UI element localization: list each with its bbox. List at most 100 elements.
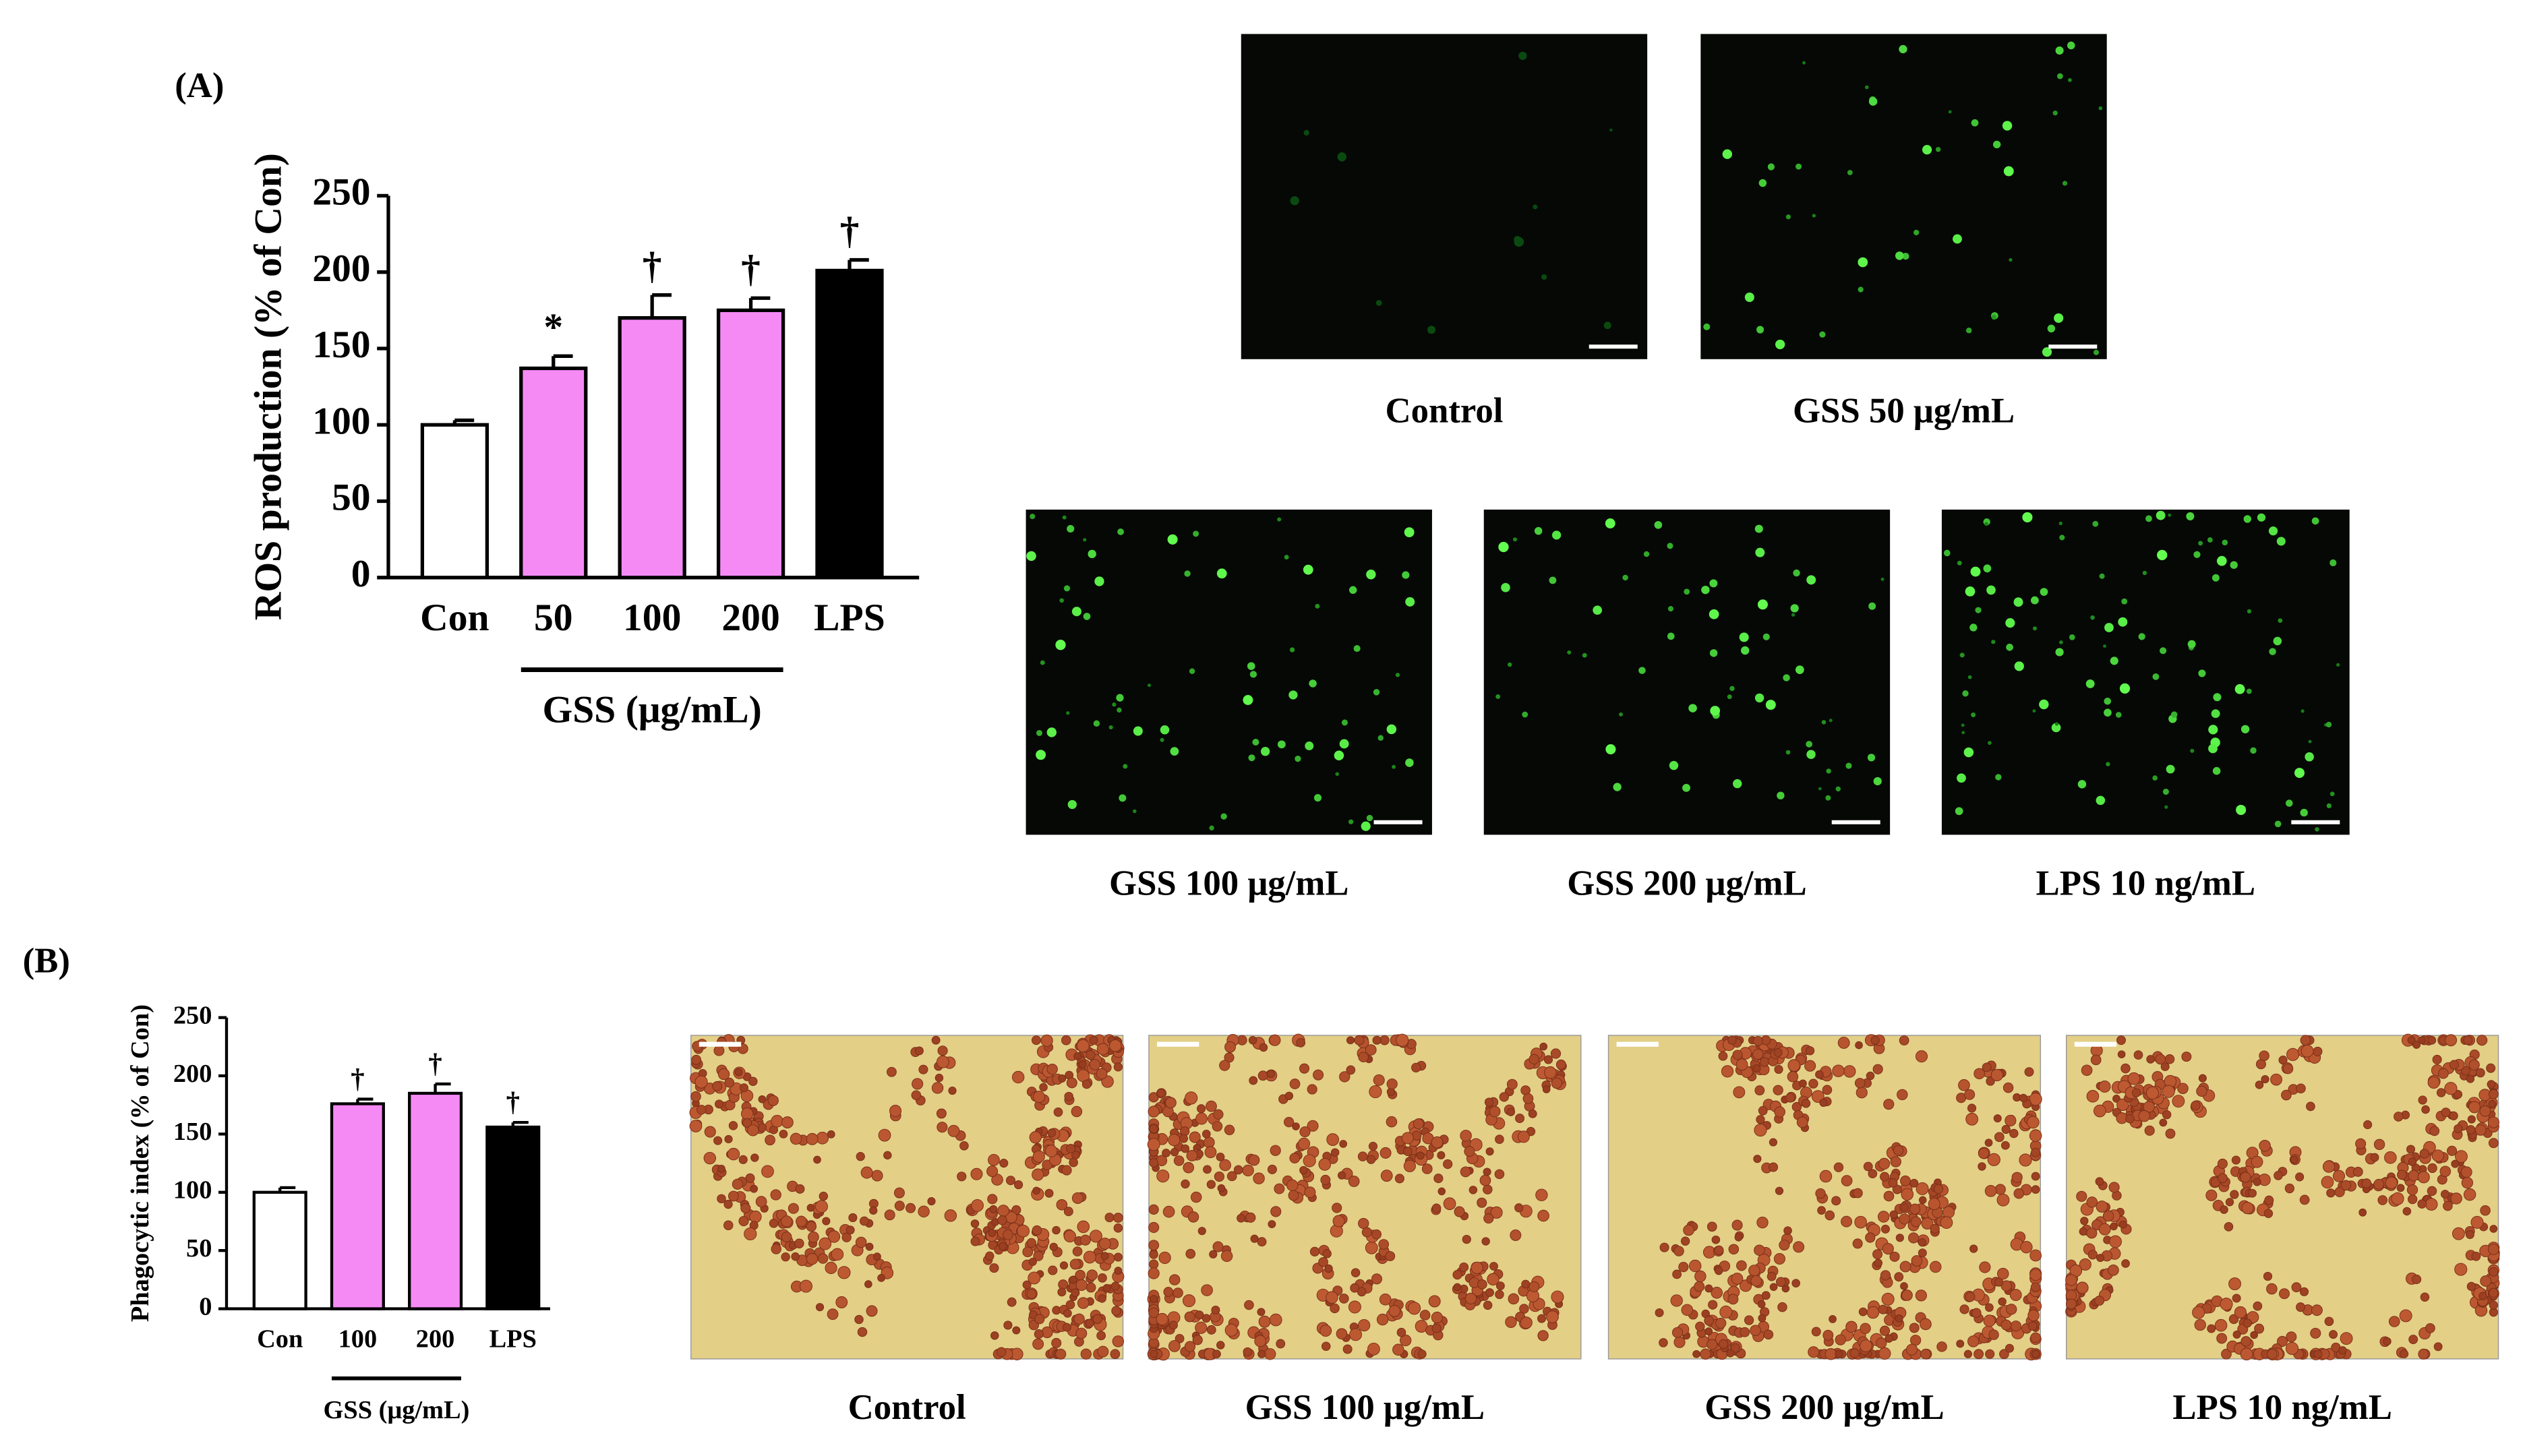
cell bbox=[1162, 1149, 1170, 1157]
cell bbox=[2246, 688, 2252, 694]
cell bbox=[819, 1191, 829, 1201]
cell bbox=[1916, 1050, 1928, 1063]
cell bbox=[2096, 795, 2106, 806]
cell bbox=[1767, 163, 1775, 171]
cell bbox=[2085, 679, 2095, 688]
cell bbox=[1791, 1279, 1800, 1287]
cell bbox=[1214, 1171, 1224, 1182]
cell bbox=[2315, 827, 2319, 832]
cell bbox=[1670, 1294, 1683, 1307]
cell bbox=[1073, 1313, 1085, 1325]
cell bbox=[2127, 1072, 2141, 1085]
cell bbox=[1936, 1341, 1947, 1352]
cell bbox=[1046, 727, 1057, 737]
cell bbox=[990, 1331, 999, 1340]
cell bbox=[1961, 723, 1965, 727]
cell bbox=[1348, 1300, 1361, 1314]
cell bbox=[1605, 518, 1615, 528]
cell bbox=[1431, 1136, 1444, 1149]
cell bbox=[1366, 814, 1373, 822]
cell bbox=[2240, 1336, 2251, 1347]
cell bbox=[2232, 1294, 2241, 1303]
cell bbox=[2027, 1116, 2040, 1129]
cell bbox=[1542, 1085, 1551, 1093]
cell bbox=[1059, 598, 1064, 603]
cell bbox=[1353, 645, 1361, 653]
cell bbox=[1929, 1261, 1942, 1273]
cell bbox=[2300, 1035, 2311, 1045]
cell bbox=[1909, 1323, 1920, 1333]
cell bbox=[1288, 690, 1298, 700]
cell bbox=[1268, 1220, 1276, 1228]
cell bbox=[1933, 1184, 1944, 1194]
cell bbox=[806, 1203, 815, 1212]
cell bbox=[2014, 661, 2024, 671]
cell bbox=[1753, 1155, 1762, 1163]
cell bbox=[2165, 1128, 2176, 1139]
scale-bar bbox=[1373, 820, 1423, 824]
cell bbox=[2106, 762, 2110, 766]
cell bbox=[2487, 1244, 2499, 1255]
cell bbox=[884, 1209, 895, 1221]
cell bbox=[794, 1238, 804, 1248]
cell bbox=[1916, 1182, 1929, 1195]
cell bbox=[2452, 1227, 2465, 1240]
cell bbox=[1089, 1059, 1101, 1070]
cell bbox=[1985, 1349, 1995, 1359]
cell bbox=[2086, 1227, 2098, 1239]
cell bbox=[2110, 1222, 2118, 1231]
cell bbox=[1460, 1166, 1471, 1178]
image-background bbox=[1941, 510, 2350, 835]
bar bbox=[252, 1190, 307, 1310]
cell bbox=[1249, 1076, 1258, 1085]
cell bbox=[1201, 1314, 1211, 1323]
cell bbox=[2005, 618, 2015, 628]
y-tick-label: 150 bbox=[312, 324, 370, 366]
cell bbox=[2117, 1050, 2126, 1058]
cell bbox=[1464, 1146, 1475, 1157]
cell bbox=[1267, 1164, 1277, 1174]
cell bbox=[2031, 1349, 2040, 1358]
cell bbox=[883, 1151, 892, 1160]
cell bbox=[1853, 1188, 1863, 1199]
cell bbox=[1064, 1091, 1073, 1101]
cell bbox=[1727, 1035, 1737, 1045]
cell bbox=[1077, 1220, 1090, 1234]
cell bbox=[2250, 1331, 2258, 1339]
cell bbox=[1076, 1039, 1090, 1052]
cell bbox=[878, 1128, 891, 1142]
cell bbox=[1643, 551, 1650, 557]
cell bbox=[2313, 1349, 2323, 1359]
cell bbox=[1915, 1290, 1927, 1302]
cell bbox=[713, 1136, 723, 1145]
cell bbox=[769, 1218, 779, 1228]
cell bbox=[740, 1203, 751, 1213]
cell bbox=[1341, 719, 1348, 726]
cell bbox=[1753, 1035, 1763, 1046]
cell bbox=[1535, 1188, 1548, 1201]
cell bbox=[2186, 512, 2195, 520]
cell bbox=[1149, 1250, 1158, 1259]
cell bbox=[1537, 1330, 1549, 1341]
cell bbox=[1358, 1052, 1369, 1062]
cell bbox=[2420, 1292, 2430, 1302]
cell bbox=[1996, 1193, 2010, 1207]
cell bbox=[2383, 1337, 2392, 1346]
cell bbox=[1453, 1283, 1462, 1292]
cell bbox=[1671, 1327, 1684, 1338]
cell bbox=[1148, 1240, 1160, 1251]
image-caption: LPS 10 ng/mL bbox=[2036, 863, 2256, 903]
cell bbox=[1551, 1290, 1564, 1304]
cell bbox=[2160, 647, 2167, 655]
cell bbox=[1709, 649, 1718, 657]
cell bbox=[2162, 1085, 2175, 1098]
cell bbox=[1505, 1316, 1517, 1329]
cell bbox=[1203, 1165, 1212, 1174]
cell bbox=[2300, 808, 2308, 817]
cell bbox=[1537, 1314, 1546, 1323]
cell bbox=[2096, 1201, 2108, 1213]
cell bbox=[1092, 1314, 1103, 1325]
cell bbox=[1514, 237, 1524, 247]
cell bbox=[2377, 1195, 2388, 1205]
cell bbox=[2399, 1309, 2412, 1323]
